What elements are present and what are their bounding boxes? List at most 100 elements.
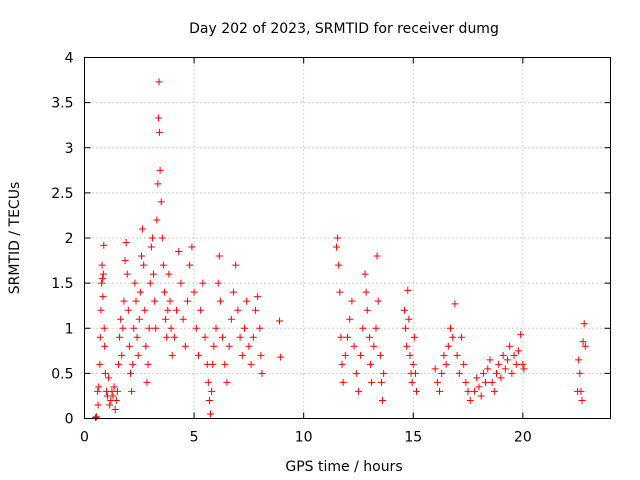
data-point	[139, 225, 147, 233]
data-point	[409, 360, 417, 368]
data-point	[578, 396, 586, 404]
x-tick-label: 10	[295, 430, 313, 446]
data-point	[339, 378, 347, 386]
data-point	[457, 333, 465, 341]
data-point	[510, 351, 518, 359]
data-point	[99, 270, 107, 278]
data-point	[243, 297, 251, 305]
data-point	[431, 365, 439, 373]
data-point	[123, 270, 131, 278]
data-point	[227, 315, 235, 323]
data-point	[495, 360, 503, 368]
data-point	[576, 369, 584, 377]
data-point	[357, 351, 365, 359]
data-point	[333, 243, 341, 251]
data-point	[179, 315, 187, 323]
data-point	[159, 261, 167, 269]
data-point	[405, 315, 413, 323]
data-point	[517, 331, 525, 339]
data-point	[362, 288, 370, 296]
data-point	[438, 369, 446, 377]
data-point	[192, 324, 200, 332]
data-point	[406, 351, 414, 359]
data-point	[254, 293, 262, 301]
data-point	[377, 378, 385, 386]
data-point	[151, 297, 159, 305]
data-point	[133, 333, 141, 341]
tick-labels: 0 5 10 15 20 0 0.5 1 1.5 2 2.5 3 3.5 4	[51, 51, 532, 446]
data-point	[216, 297, 224, 305]
data-point	[344, 333, 351, 341]
x-tick-label: 0	[80, 430, 89, 446]
data-point	[208, 387, 216, 395]
data-point	[106, 401, 114, 409]
data-point	[350, 342, 358, 350]
data-point	[98, 275, 106, 283]
data-point	[413, 387, 421, 395]
data-point	[137, 252, 145, 260]
y-tick-label: 3	[65, 141, 74, 157]
data-point	[173, 306, 181, 314]
data-point	[93, 413, 101, 421]
x-axis-title: GPS time / hours	[285, 459, 402, 475]
data-point	[219, 333, 227, 341]
data-point	[499, 351, 507, 359]
data-point	[204, 378, 212, 386]
data-point	[580, 320, 588, 328]
data-point	[410, 333, 418, 341]
data-point	[147, 243, 155, 251]
data-point	[232, 261, 240, 269]
data-point	[240, 324, 248, 332]
data-point	[130, 324, 138, 332]
y-tick-label: 1.5	[51, 276, 73, 292]
data-point	[181, 342, 189, 350]
data-point	[402, 324, 410, 332]
data-point	[91, 414, 99, 422]
data-point	[144, 360, 152, 368]
data-point	[164, 306, 172, 314]
data-point	[199, 279, 207, 287]
data-point	[112, 396, 120, 404]
data-point	[100, 241, 108, 249]
y-tick-label: 0.5	[51, 366, 73, 382]
x-tick-label: 20	[514, 430, 532, 446]
data-point	[373, 252, 381, 260]
y-tick-label: 0	[65, 412, 74, 428]
data-point	[447, 324, 455, 332]
data-point	[484, 365, 492, 373]
data-point	[486, 356, 494, 364]
data-point	[155, 114, 163, 122]
data-point	[156, 166, 164, 174]
data-point	[128, 387, 136, 395]
data-point	[249, 333, 257, 341]
data-point	[475, 383, 483, 391]
data-point	[177, 279, 185, 287]
data-point	[209, 360, 217, 368]
data-point	[514, 347, 522, 355]
data-point	[120, 297, 128, 305]
data-point	[490, 387, 498, 395]
data-point	[119, 324, 127, 332]
data-point	[473, 374, 481, 382]
data-point	[210, 342, 218, 350]
data-point	[116, 333, 124, 341]
data-point	[98, 261, 106, 269]
data-point	[338, 360, 346, 368]
data-point	[114, 360, 122, 368]
y-tick-label: 3.5	[51, 96, 73, 112]
data-point	[337, 333, 345, 341]
data-point	[512, 360, 520, 368]
data-point	[363, 306, 371, 314]
data-point	[194, 351, 202, 359]
y-axis-title: SRMTID / TECUs	[7, 182, 23, 295]
data-point	[336, 288, 344, 296]
data-point	[131, 279, 139, 287]
data-point	[440, 351, 448, 359]
data-point	[374, 297, 382, 305]
y-tick-label: 2.5	[51, 186, 73, 202]
data-point	[501, 365, 509, 373]
data-point	[134, 351, 142, 359]
data-point	[197, 306, 205, 314]
data-point	[101, 369, 109, 377]
